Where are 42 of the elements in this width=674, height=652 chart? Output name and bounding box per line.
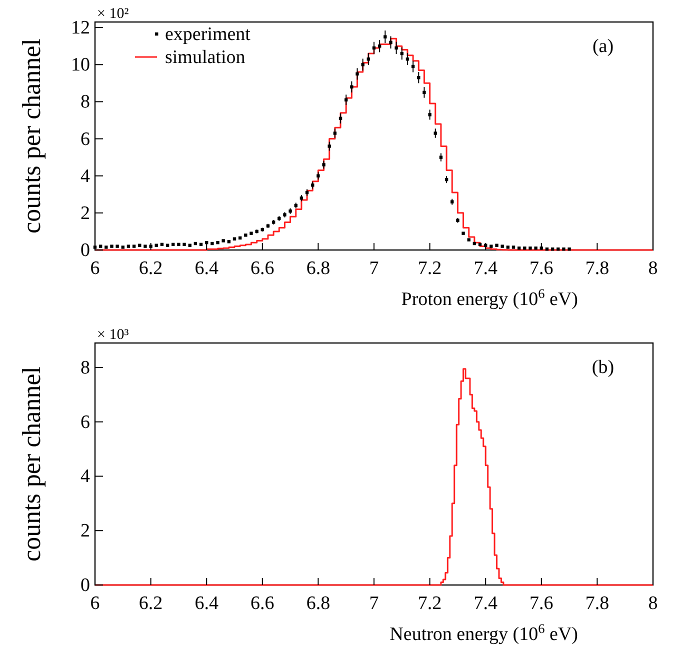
- x-tick-label: 6.2: [138, 593, 163, 614]
- x-tick-label: 8: [648, 258, 658, 279]
- y-tick-label: 2: [80, 202, 90, 224]
- annotation: × 10³: [97, 327, 130, 343]
- y-tick-label: 2: [80, 520, 90, 542]
- y-tick-label: 6: [80, 412, 90, 433]
- x-tick-label: 6.4: [194, 593, 219, 614]
- y-tick-label: 4: [80, 166, 90, 187]
- x-tick-label: 6.8: [306, 593, 330, 614]
- y-tick-label: 0: [80, 240, 90, 261]
- x-tick-label: 8: [648, 593, 658, 614]
- annotation: (b): [592, 357, 614, 378]
- legend-label: experiment: [165, 24, 252, 45]
- y-tick-label: 10: [71, 54, 90, 76]
- x-tick-label: 7.2: [418, 593, 442, 614]
- x-tick-label: 7.6: [530, 593, 554, 614]
- x-axis-title: Neutron energy (10$^{6}$ eV): [390, 620, 578, 645]
- x-tick-label: 7.4: [474, 593, 498, 614]
- legend-label: simulation: [165, 47, 246, 68]
- y-tick-label: 8: [80, 357, 90, 378]
- x-tick-label: 7.2: [418, 258, 442, 279]
- x-tick-label: 7.8: [585, 258, 610, 279]
- y-tick-label: 12: [71, 18, 90, 39]
- x-tick-label: 7: [369, 593, 379, 614]
- y-tick-label: 0: [80, 575, 90, 596]
- x-tick-label: 6.8: [306, 258, 330, 279]
- x-tick-label: 7: [369, 258, 379, 279]
- x-tick-label: 7.4: [474, 258, 498, 279]
- y-tick-label: 8: [80, 92, 90, 113]
- x-tick-label: 7.6: [530, 258, 554, 279]
- x-tick-label: 6.4: [194, 258, 219, 279]
- annotation: × 10²: [97, 6, 130, 22]
- annotation: (a): [592, 36, 614, 57]
- x-axis-title: Proton energy (10$^{6}$ eV): [401, 286, 578, 310]
- x-tick-label: 6.6: [250, 258, 274, 279]
- x-tick-label: 6.2: [138, 258, 163, 279]
- x-tick-label: 6.6: [250, 593, 274, 614]
- y-axis-title: counts per channel: [17, 38, 46, 234]
- y-tick-label: 4: [80, 466, 90, 488]
- y-axis-title: counts per channel: [17, 366, 46, 562]
- x-tick-label: 7.8: [585, 593, 610, 614]
- y-tick-label: 6: [80, 128, 90, 150]
